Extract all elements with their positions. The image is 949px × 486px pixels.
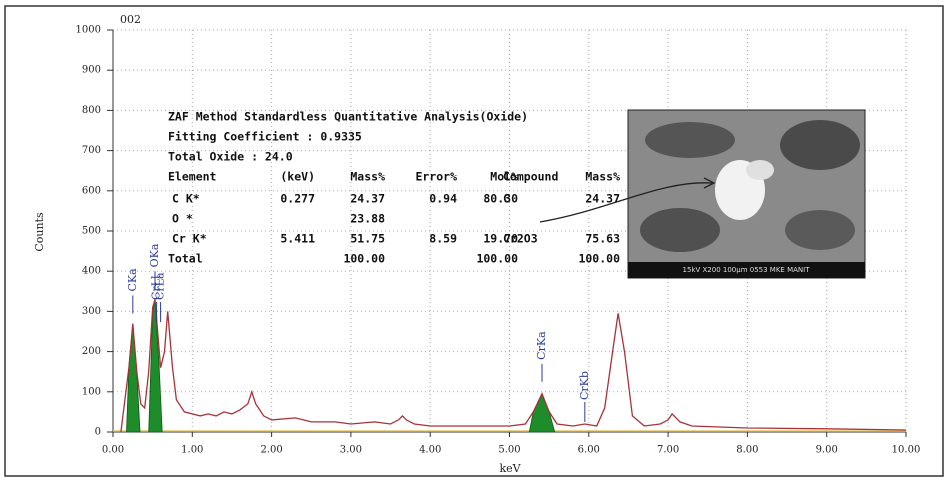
table-header: Mass% [350,170,385,184]
y-tick-label: 800 [82,105,101,116]
y-tick-label: 700 [82,145,101,156]
table-cell: 80.30 [483,192,518,206]
chart-title: 002 [120,13,141,26]
x-axis-label: keV [499,462,521,475]
table-cell: 100.00 [476,252,518,266]
x-tick-label: 1.00 [181,445,203,456]
y-tick-label: 200 [82,346,101,357]
chart: 002 keV Counts 15kV X200 100µm 0553 MKE … [0,0,949,482]
table-fitting: Fitting Coefficient : 0.9335 [168,130,362,144]
table-header: Mass% [585,170,620,184]
table-cell: 0.94 [429,192,457,206]
x-tick-label: 9.00 [816,445,838,456]
table-header: (keV) [280,170,315,184]
table-cell: C [503,192,510,206]
table-cell: 51.75 [350,232,385,246]
x-tick-label: 5.00 [498,445,520,456]
y-axis-label: Counts [33,212,46,252]
y-tick-label: 300 [82,306,101,317]
x-tick-label: 2.00 [260,445,282,456]
table-cell: Cr K* [172,232,207,246]
y-tick-label: 900 [82,65,101,76]
table-header: Compound [503,170,558,184]
table-cell: O * [172,212,193,226]
table-cell: 24.37 [585,192,620,206]
table-total-oxide: Total Oxide : 24.0 [168,150,293,164]
y-tick-label: 600 [82,185,101,196]
table-cell: 0.277 [280,192,315,206]
y-tick-label: 1000 [76,25,101,36]
table-cell: 8.59 [429,232,457,246]
spectrum-line [121,299,906,432]
y-tick-label: 400 [82,266,101,277]
table-header: Error% [415,170,457,184]
x-tick-label: 7.00 [657,445,679,456]
y-tick-label: 0 [95,427,101,438]
x-tick-label: 10.00 [892,445,921,456]
page: {"chart_data": {"type": "line", "title":… [0,0,949,482]
table-cell: 75.63 [585,232,620,246]
peak-label: CrKb [578,371,591,400]
table-cell: Cr2O3 [503,232,538,246]
table-cell: 100.00 [578,252,620,266]
x-tick-label: 0.00 [102,445,124,456]
table-cell: 100.00 [343,252,385,266]
table-header: Element [168,170,217,184]
x-tick-label: 6.00 [578,445,600,456]
table-cell: 24.37 [350,192,385,206]
peak-label: CrLa [154,272,167,300]
y-tick-label: 100 [82,386,101,397]
table-cell: 5.411 [280,232,315,246]
table-cell: C K* [172,192,200,206]
inset-caption: 15kV X200 100µm 0553 MKE MANIT [683,266,811,274]
x-tick-label: 8.00 [736,445,758,456]
peak-label: CrKa [535,331,548,360]
inset-image: 15kV X200 100µm 0553 MKE MANIT [628,110,865,278]
table-cell: Total [168,252,203,266]
x-tick-label: 4.00 [419,445,441,456]
table-title: ZAF Method Standardless Quantitative Ana… [168,110,528,124]
peak-label: OKa [148,243,161,267]
peak-label: CKa [126,268,139,292]
x-tick-label: 3.00 [340,445,362,456]
table-cell: 23.88 [350,212,385,226]
y-tick-label: 500 [82,226,101,237]
